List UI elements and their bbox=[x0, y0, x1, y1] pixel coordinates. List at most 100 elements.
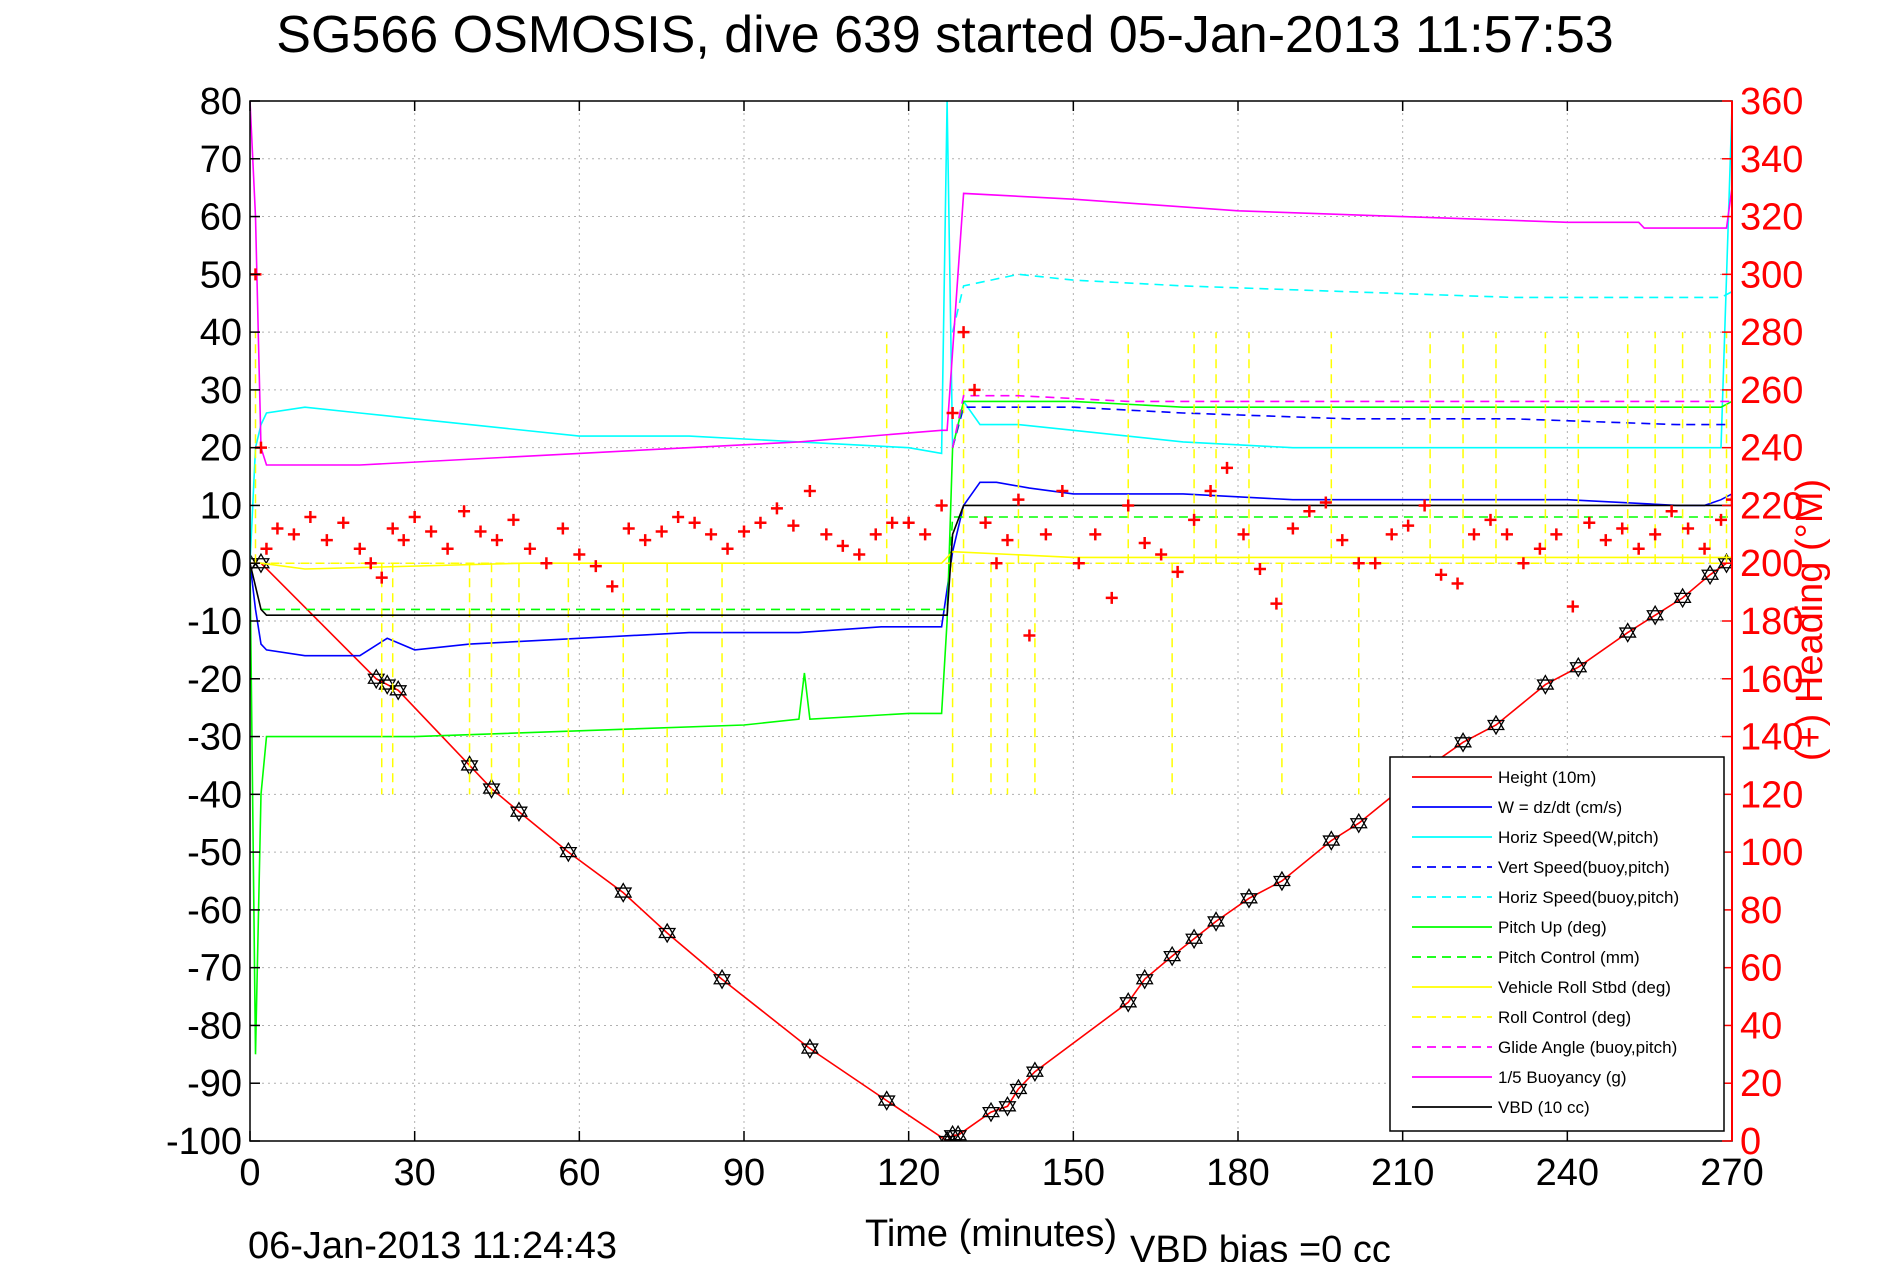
series-heading-point bbox=[1237, 528, 1250, 541]
series-heading-point bbox=[1012, 493, 1025, 506]
y2-tick-label: 0 bbox=[1740, 1121, 1761, 1163]
x-tick-label: 240 bbox=[1536, 1152, 1599, 1194]
series-heading-point bbox=[1715, 513, 1728, 526]
series-heading-point bbox=[622, 522, 635, 535]
series-heading-point bbox=[523, 542, 536, 555]
series-heading-point bbox=[1698, 542, 1711, 555]
series-heading-point bbox=[1550, 528, 1563, 541]
y2-tick-label: 100 bbox=[1740, 832, 1803, 874]
series-heading-point bbox=[968, 383, 981, 396]
series-height-10m--line bbox=[250, 562, 1727, 1141]
legend-label: 1/5 Buoyancy (g) bbox=[1498, 1068, 1627, 1087]
height-marker bbox=[1487, 714, 1505, 736]
axis-ticks: 0 30 60 90 120 150 180 210 240 270-100-90-80-70-6… bbox=[166, 81, 1803, 1194]
height-marker bbox=[1569, 656, 1588, 678]
series-heading-point bbox=[1500, 528, 1513, 541]
series-heading-point bbox=[441, 542, 454, 555]
series-heading-point bbox=[337, 516, 350, 529]
series-heading-point bbox=[990, 557, 1003, 570]
y2-tick-label: 340 bbox=[1740, 139, 1803, 181]
series-heading-point bbox=[1402, 519, 1415, 532]
y-tick-label: 30 bbox=[200, 370, 242, 412]
y-tick-label: 0 bbox=[221, 543, 242, 585]
x-tick-label: 0 bbox=[239, 1152, 260, 1194]
series-heading-point bbox=[1122, 499, 1135, 512]
series-heading-point bbox=[688, 516, 701, 529]
series-heading-point bbox=[1665, 505, 1678, 518]
series-vbd-10-cc--line bbox=[250, 504, 1732, 617]
y2-tick-label: 360 bbox=[1740, 81, 1803, 123]
footer-date: 06-Jan-2013 11:24:43 bbox=[248, 1225, 617, 1262]
series-horiz-speed-w-pitch--line bbox=[250, 101, 1732, 564]
series-heading-point bbox=[1039, 528, 1052, 541]
legend-label: Vehicle Roll Stbd (deg) bbox=[1498, 978, 1671, 997]
series-heading-point bbox=[287, 528, 300, 541]
series-heading-point bbox=[1221, 461, 1234, 474]
height-marker bbox=[998, 1096, 1017, 1117]
y2-tick-label: 80 bbox=[1740, 890, 1782, 932]
series-heading-point bbox=[1319, 496, 1332, 509]
series-heading-point bbox=[1517, 557, 1530, 570]
height-marker bbox=[509, 801, 528, 822]
series-heading-point bbox=[1105, 591, 1118, 604]
series-heading-point bbox=[935, 499, 948, 512]
legend-label: Glide Angle (buoy,pitch) bbox=[1498, 1038, 1677, 1057]
y2-tick-label: 180 bbox=[1740, 601, 1803, 643]
x-tick-label: 180 bbox=[1206, 1152, 1269, 1194]
series-heading-point bbox=[639, 534, 652, 547]
height-marker bbox=[559, 841, 578, 863]
series-heading-point bbox=[1599, 534, 1612, 547]
y-tick-label: -50 bbox=[187, 832, 242, 874]
height-marker bbox=[1119, 992, 1138, 1013]
series-heading-point bbox=[869, 528, 882, 541]
series-heading-point bbox=[1533, 542, 1546, 555]
height-marker bbox=[1349, 812, 1368, 834]
y-tick-label: 10 bbox=[200, 485, 242, 527]
series-heading-point bbox=[260, 542, 273, 555]
series-heading-point bbox=[1204, 485, 1217, 497]
series-heading-point bbox=[1286, 522, 1299, 535]
legend-label: Roll Control (deg) bbox=[1498, 1008, 1631, 1027]
x-tick-label: 60 bbox=[558, 1152, 600, 1194]
series-heading-point bbox=[1072, 557, 1085, 570]
height-marker bbox=[252, 552, 270, 574]
series-heading-point bbox=[1023, 629, 1036, 642]
series-heading-point bbox=[1726, 493, 1732, 506]
y-tick-label: -100 bbox=[166, 1121, 242, 1163]
height-marker bbox=[1673, 587, 1692, 609]
series-heading-point bbox=[491, 534, 503, 547]
height-marker bbox=[1009, 1078, 1028, 1100]
legend-label: W = dz/dt (cm/s) bbox=[1498, 798, 1622, 817]
series-heading-point bbox=[425, 525, 438, 538]
series-heading-point bbox=[1468, 528, 1481, 541]
series-heading-point bbox=[1253, 563, 1266, 575]
series-heading-point bbox=[705, 528, 718, 541]
height-marker bbox=[1207, 911, 1225, 932]
series-heading-point bbox=[1451, 577, 1464, 590]
y2-tick-label: 60 bbox=[1740, 948, 1782, 990]
x-tick-label: 120 bbox=[877, 1152, 940, 1194]
series-heading-point bbox=[606, 580, 619, 593]
series-vehicle-roll-stbd-deg--line bbox=[250, 550, 1732, 570]
series-heading-point bbox=[1682, 522, 1695, 535]
x-axis-label: Time (minutes) bbox=[865, 1213, 1117, 1255]
height-marker bbox=[1536, 674, 1555, 695]
series-heading-point bbox=[754, 516, 767, 529]
series-heading-point bbox=[1270, 597, 1283, 610]
y-tick-label: -10 bbox=[187, 601, 242, 643]
series-heading-point bbox=[507, 513, 520, 526]
y-tick-label: -80 bbox=[187, 1005, 242, 1047]
series-heading-point bbox=[397, 534, 410, 547]
series-heading-point bbox=[787, 519, 800, 532]
y-tick-label: -20 bbox=[187, 659, 242, 701]
series-heading-point bbox=[836, 539, 849, 552]
series-heading-point bbox=[902, 516, 915, 529]
series-heading-point bbox=[1056, 485, 1069, 497]
y-tick-label: -60 bbox=[187, 890, 242, 932]
series-heading-point bbox=[540, 557, 553, 570]
y-tick-label: 80 bbox=[200, 81, 242, 123]
series-heading-point bbox=[672, 511, 685, 523]
legend-label: Horiz Speed(W,pitch) bbox=[1498, 828, 1659, 847]
legend-label: VBD (10 cc) bbox=[1498, 1098, 1590, 1117]
